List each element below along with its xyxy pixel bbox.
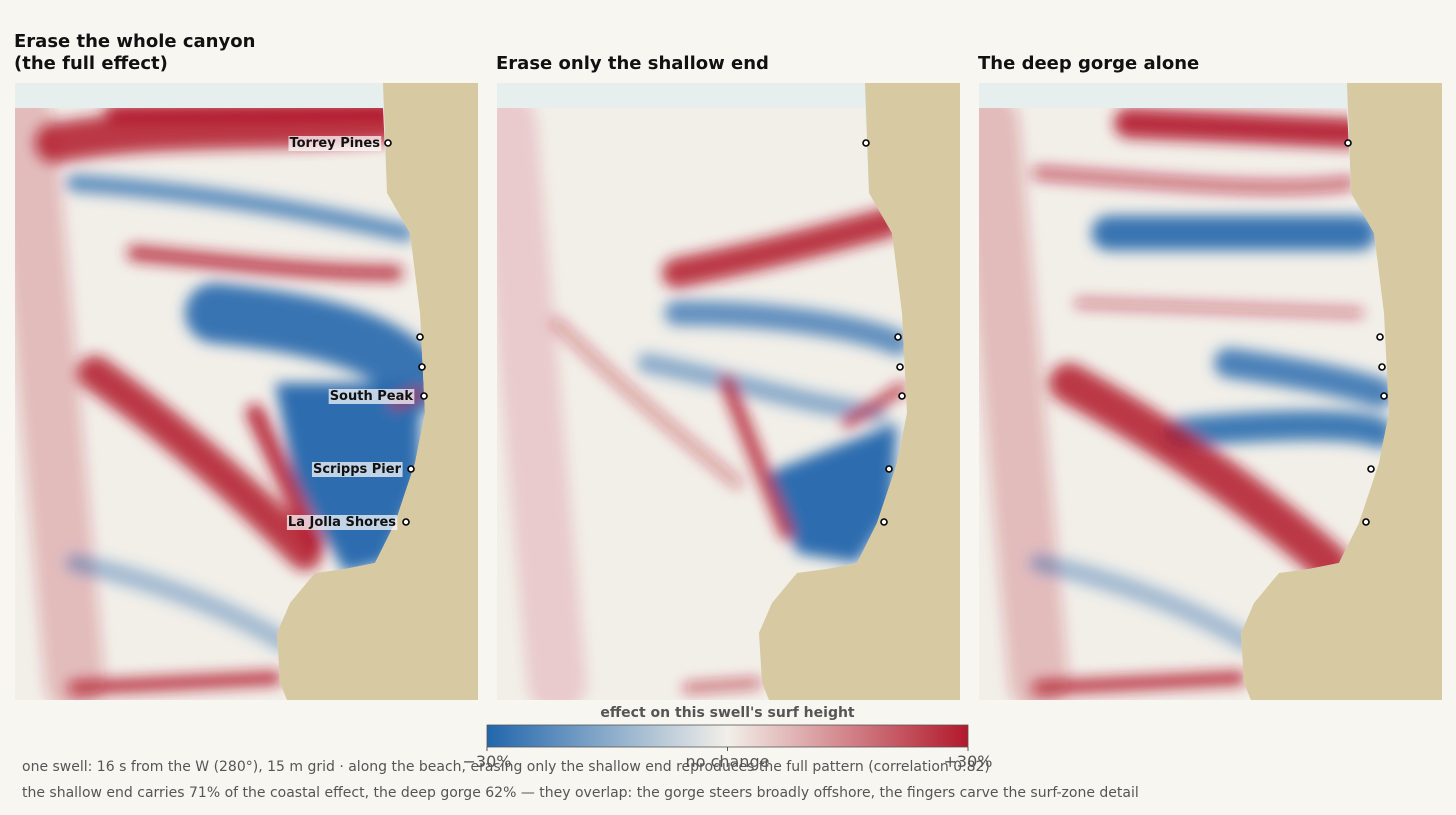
surf-spot — [880, 518, 888, 526]
effect-band — [720, 376, 794, 540]
footnote: one swell: 16 s from the W (280°), 15 m … — [22, 759, 990, 775]
effect-band — [637, 353, 887, 423]
surf-spot — [416, 333, 424, 341]
footnote: the shallow end carries 71% of the coast… — [22, 785, 1139, 801]
surf-spot — [402, 518, 410, 526]
colorbar-tick-label: +30% — [944, 752, 993, 771]
surf-spot — [1362, 518, 1370, 526]
effect-band — [1032, 166, 1356, 195]
colorbar-tick-label: −30% — [463, 752, 512, 771]
spot-label: Torrey Pines — [289, 136, 380, 151]
effect-band — [497, 108, 587, 700]
effect-blur — [497, 108, 907, 700]
label-box — [286, 515, 398, 530]
map-panel: Torrey Pines South Peak Scripps Pier La Jol… — [15, 83, 478, 700]
colorbar — [486, 724, 969, 748]
spot-label: South Peak — [330, 389, 414, 404]
land — [277, 83, 478, 700]
spot-label: La Jolla Shores — [288, 515, 396, 530]
effect-band — [1029, 553, 1259, 653]
effect-band — [664, 300, 907, 356]
land — [1241, 83, 1442, 700]
effect-band — [1164, 410, 1389, 448]
surf-spot — [898, 392, 906, 400]
water — [15, 108, 425, 700]
effect-band — [683, 679, 761, 692]
effect-band — [1049, 363, 1349, 583]
effect-band — [77, 355, 323, 571]
colorbar-label: effect on this swell's surf height — [600, 705, 855, 721]
effect-band — [15, 108, 105, 700]
surf-spot — [407, 465, 415, 473]
effect-band — [66, 174, 414, 242]
effect-band — [35, 108, 405, 163]
surf-spot — [384, 139, 392, 147]
surf-spot — [420, 392, 428, 400]
effect-band — [1032, 671, 1246, 695]
effect-field — [979, 108, 1389, 700]
panel-title: (the full effect) — [14, 53, 168, 74]
surf-spot — [862, 139, 870, 147]
surf-spot — [1367, 465, 1375, 473]
effect-band — [68, 671, 282, 695]
effect-band — [842, 383, 907, 428]
surf-spot — [885, 465, 893, 473]
effect-field — [497, 108, 907, 700]
surf-spot — [1376, 333, 1384, 341]
surf-spot — [1378, 363, 1386, 371]
surf-spot — [1344, 139, 1352, 147]
panel-title: Erase only the shallow end — [496, 53, 769, 74]
land — [759, 83, 960, 700]
surf-spot — [1380, 392, 1388, 400]
surf-spot — [894, 333, 902, 341]
effect-region — [767, 423, 897, 563]
label-box — [288, 136, 382, 151]
effect-band — [105, 108, 395, 123]
map-panel — [979, 83, 1442, 700]
panel-title: The deep gorge alone — [978, 53, 1199, 74]
panel-title: Erase the whole canyon — [14, 31, 255, 52]
effect-band — [1074, 298, 1364, 318]
effect-band — [65, 553, 295, 653]
label-box — [328, 389, 415, 404]
surf-spot — [418, 363, 426, 371]
surf-spot — [896, 363, 904, 371]
effect-band — [185, 283, 425, 413]
colorbar-tick-label: no change — [686, 752, 770, 771]
label-box — [311, 462, 403, 477]
effect-band — [1114, 108, 1364, 148]
effect-band — [662, 208, 902, 288]
effect-band — [551, 317, 743, 489]
effect-band — [1214, 348, 1389, 408]
effect-blur — [979, 108, 1389, 700]
effect-band — [127, 245, 403, 281]
map-panel — [497, 83, 960, 700]
effect-band — [979, 108, 1069, 700]
spot-label: Scripps Pier — [313, 462, 402, 477]
